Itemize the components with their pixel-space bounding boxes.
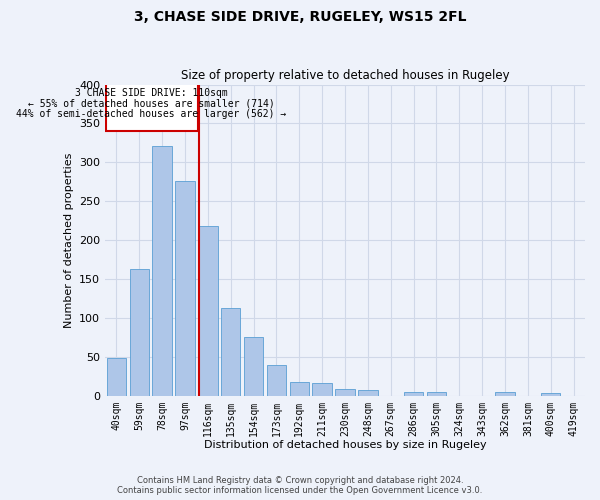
Bar xyxy=(358,390,377,396)
Bar xyxy=(244,338,263,396)
Bar xyxy=(198,226,218,396)
Bar xyxy=(152,146,172,396)
Bar xyxy=(221,308,241,396)
Bar xyxy=(175,181,195,396)
Bar xyxy=(404,392,424,396)
Bar xyxy=(427,392,446,396)
Bar xyxy=(541,392,560,396)
Bar xyxy=(130,269,149,396)
Text: 44% of semi-detached houses are larger (562) →: 44% of semi-detached houses are larger (… xyxy=(16,108,287,118)
Y-axis label: Number of detached properties: Number of detached properties xyxy=(64,152,74,328)
Title: Size of property relative to detached houses in Rugeley: Size of property relative to detached ho… xyxy=(181,69,509,82)
Bar xyxy=(107,358,126,396)
Bar xyxy=(335,388,355,396)
Bar xyxy=(313,384,332,396)
Text: 3 CHASE SIDE DRIVE: 110sqm: 3 CHASE SIDE DRIVE: 110sqm xyxy=(75,88,228,98)
Bar xyxy=(495,392,515,396)
Bar xyxy=(267,364,286,396)
FancyBboxPatch shape xyxy=(106,82,197,131)
Text: 3, CHASE SIDE DRIVE, RUGELEY, WS15 2FL: 3, CHASE SIDE DRIVE, RUGELEY, WS15 2FL xyxy=(134,10,466,24)
X-axis label: Distribution of detached houses by size in Rugeley: Distribution of detached houses by size … xyxy=(204,440,487,450)
Text: ← 55% of detached houses are smaller (714): ← 55% of detached houses are smaller (71… xyxy=(28,98,275,108)
Text: Contains HM Land Registry data © Crown copyright and database right 2024.
Contai: Contains HM Land Registry data © Crown c… xyxy=(118,476,482,495)
Bar xyxy=(290,382,309,396)
